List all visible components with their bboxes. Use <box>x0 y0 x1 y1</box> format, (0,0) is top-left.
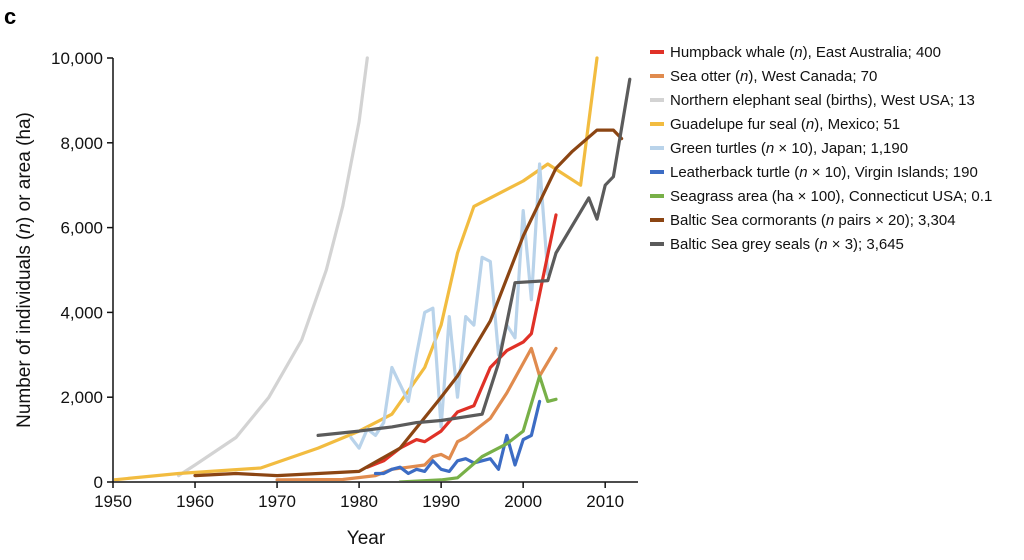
legend-label: Green turtles (n × 10), Japan; 1,190 <box>670 140 908 157</box>
legend-label: Seagrass area (ha × 100), Connecticut US… <box>670 188 992 205</box>
x-tick-label: 1950 <box>94 492 132 511</box>
x-tick-label: 1960 <box>176 492 214 511</box>
series-line-6 <box>398 374 558 481</box>
y-tick-label: 2,000 <box>60 388 103 407</box>
plot-area <box>114 56 632 481</box>
x-axis: 1950 1960 1970 1980 1990 2000 2010 <box>94 481 638 511</box>
y-tick-label: 10,000 <box>51 49 103 68</box>
x-tick-label: 2000 <box>504 492 542 511</box>
legend-label: Sea otter (n), West Canada; 70 <box>670 68 877 85</box>
series-line-2 <box>349 162 550 450</box>
legend-label: Guadelupe fur seal (n), Mexico; 51 <box>670 116 900 133</box>
series-line-1 <box>114 56 599 481</box>
x-tick-label: 1990 <box>422 492 460 511</box>
series-line-0 <box>177 56 369 478</box>
y-tick-label: 8,000 <box>60 134 103 153</box>
x-tick-label: 1980 <box>340 492 378 511</box>
y-axis: 0 2,000 4,000 6,000 8,000 10,000 <box>51 49 114 492</box>
series-line-8 <box>316 77 632 437</box>
y-tick-label: 4,000 <box>60 303 103 322</box>
legend-label: Leatherback turtle (n × 10), Virgin Isla… <box>670 164 978 181</box>
x-tick-label: 1970 <box>258 492 296 511</box>
legend-label: Baltic Sea grey seals (n × 3); 3,645 <box>670 236 904 253</box>
y-axis-title: Number of individuals (n) or area (ha) <box>14 112 35 428</box>
series-line-7 <box>193 128 624 478</box>
legend-label: Humpback whale (n), East Australia; 400 <box>670 44 941 61</box>
series-line-5 <box>373 399 542 476</box>
legend-label: Baltic Sea cormorants (n pairs × 20); 3,… <box>670 212 956 229</box>
panel-label: c <box>4 4 16 29</box>
legend: Humpback whale (n), East Australia; 400 S… <box>650 44 992 253</box>
y-tick-label: 0 <box>94 473 103 492</box>
x-tick-label: 2010 <box>586 492 624 511</box>
x-axis-title: Year <box>347 528 386 549</box>
legend-label: Northern elephant seal (births), West US… <box>670 92 975 109</box>
y-tick-label: 6,000 <box>60 219 103 238</box>
